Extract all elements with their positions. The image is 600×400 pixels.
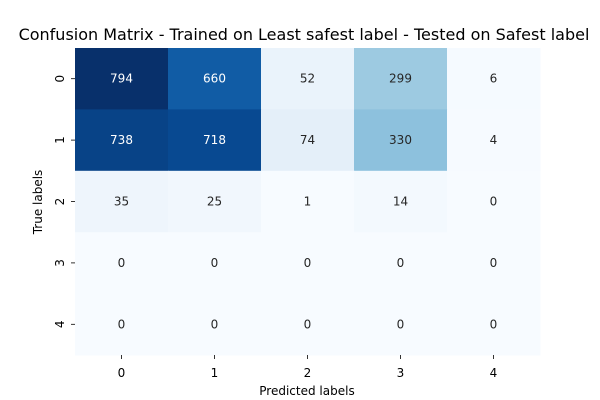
cell-value-0-0: 794 [110,72,133,86]
heatmap-cell-1-2 [261,109,355,172]
cell-value-0-1: 660 [203,72,226,86]
cell-value-4-2: 0 [304,317,312,331]
x-tick-label-2: 2 [304,366,312,380]
x-tick-label-0: 0 [118,366,126,380]
heatmap-cell-2-2 [261,170,355,233]
y-axis-label: True labels [31,170,45,236]
cell-value-1-1: 718 [203,133,226,147]
heatmap-cell-4-4 [447,293,541,356]
heatmap-cell-0-1 [168,48,262,110]
cell-value-1-2: 74 [300,133,315,147]
cell-value-0-4: 6 [490,72,498,86]
cell-value-2-0: 35 [114,195,129,209]
heatmap-cell-4-3 [354,293,448,356]
cell-value-3-0: 0 [118,256,126,270]
heatmap-cell-2-3 [354,170,448,233]
heatmap-cell-4-2 [261,293,355,356]
y-axis-ticks: 0 1 2 3 4 [53,75,75,328]
cell-value-0-2: 52 [300,72,315,86]
heatmap-cell-3-1 [168,232,262,295]
cell-value-2-4: 0 [490,195,498,209]
cell-value-2-2: 1 [304,195,312,209]
heatmap-cell-3-3 [354,232,448,295]
cell-value-4-0: 0 [118,317,126,331]
heatmap-cell-4-1 [168,293,262,356]
cell-value-4-4: 0 [490,317,498,331]
cell-value-4-1: 0 [211,317,219,331]
cell-value-labels: 794 660 52 299 6 738 718 74 330 4 35 25 1 14 0 0 0 0 0 0 0 0 0… [110,72,497,332]
y-tick-label-1: 1 [53,136,67,144]
cell-value-3-1: 0 [211,256,219,270]
chart-title: Confusion Matrix - Trained on Least safe… [19,25,590,44]
heatmap-cell-3-2 [261,232,355,295]
cell-value-0-3: 299 [389,72,412,86]
heatmap-cells [75,48,541,356]
cell-value-2-3: 14 [393,195,408,209]
x-tick-label-4: 4 [490,366,498,380]
cell-value-2-1: 25 [207,195,222,209]
cell-value-4-3: 0 [397,317,405,331]
heatmap-cell-1-1 [168,109,262,172]
heatmap-cell-2-4 [447,170,541,233]
y-tick-label-4: 4 [53,320,67,328]
heatmap-cell-4-0 [75,293,169,356]
heatmap-cell-3-0 [75,232,169,295]
heatmap-cell-0-4 [447,48,541,110]
heatmap-cell-3-4 [447,232,541,295]
cell-value-3-4: 0 [490,256,498,270]
heatmap-cell-1-4 [447,109,541,172]
heatmap-cell-0-0 [75,48,169,110]
heatmap-cell-1-0 [75,109,169,172]
cell-value-1-3: 330 [389,133,412,147]
cell-value-1-4: 4 [490,133,498,147]
heatmap-cell-2-1 [168,170,262,233]
y-tick-label-2: 2 [53,198,67,206]
x-axis-ticks: 0 1 2 3 4 [118,355,498,380]
y-tick-label-0: 0 [53,75,67,83]
heatmap-cell-1-3 [354,109,448,172]
y-tick-label-3: 3 [53,259,67,267]
x-tick-label-1: 1 [211,366,219,380]
heatmap-cell-0-3 [354,48,448,110]
x-tick-label-3: 3 [397,366,405,380]
x-axis-label: Predicted labels [259,384,354,398]
heatmap-cell-2-0 [75,170,169,233]
cell-value-3-2: 0 [304,256,312,270]
cell-value-3-3: 0 [397,256,405,270]
cell-value-1-0: 738 [110,133,133,147]
heatmap-cell-0-2 [261,48,355,110]
